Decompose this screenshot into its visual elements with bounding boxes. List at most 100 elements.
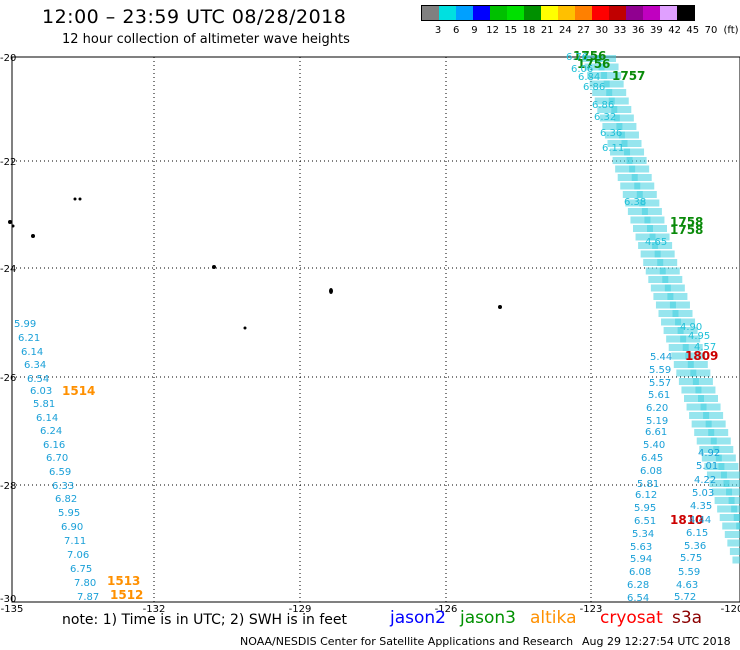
track-marker	[657, 259, 678, 266]
track-marker	[620, 182, 641, 190]
legend-label: 33	[613, 25, 627, 36]
longitude-label: -123	[580, 604, 603, 615]
track-marker	[606, 89, 627, 96]
longitude-label: -132	[143, 604, 166, 615]
track-marker	[635, 233, 656, 241]
track-marker	[604, 131, 625, 139]
wave-height-label: 6.21	[18, 333, 40, 344]
track-time-label: 1756	[573, 49, 606, 63]
track-time-label: 1809	[685, 349, 718, 363]
wave-height-label: 6.08	[640, 466, 662, 477]
wave-height-label: 5.99	[14, 319, 36, 330]
track-marker	[666, 335, 687, 343]
wave-height-label: 5.44	[650, 352, 672, 363]
track-marker	[627, 208, 648, 215]
wave-height-label: 6.86	[583, 82, 605, 93]
track-marker	[668, 344, 689, 351]
wave-height-label: 6.14	[21, 347, 43, 358]
wave-height-label: 7.06	[67, 550, 89, 561]
mission-label-jason3: jason3	[460, 608, 516, 628]
track-marker	[695, 386, 716, 394]
track-marker	[648, 276, 669, 283]
track-marker	[696, 437, 717, 445]
wave-height-label: 5.19	[646, 416, 668, 427]
track-marker	[598, 63, 619, 71]
wave-height-label: 4.90	[680, 322, 702, 333]
wave-height-label: 6.70	[46, 453, 68, 464]
track-marker	[706, 471, 727, 479]
track-marker	[645, 267, 666, 275]
track-marker	[715, 454, 736, 462]
map-frame	[11, 56, 740, 603]
track-marker	[639, 199, 660, 207]
wave-height-label: 6.08	[629, 567, 651, 578]
track-marker	[653, 293, 674, 300]
wave-height-label: 6.54	[627, 593, 649, 604]
track-marker	[613, 114, 634, 122]
track-marker	[631, 174, 652, 181]
wave-height-label: 6.28	[627, 580, 649, 591]
wave-height-label: 5.95	[58, 508, 80, 519]
track-marker	[705, 420, 726, 428]
wave-height-label: 4.44	[689, 515, 711, 526]
track-marker	[672, 310, 693, 317]
wave-height-label: 5.61	[648, 390, 670, 401]
legend-label: 9	[471, 25, 478, 36]
track-marker	[659, 267, 680, 275]
track-marker	[612, 157, 633, 164]
track-marker	[681, 386, 702, 394]
track-marker	[602, 123, 623, 130]
track-time-label: 1810	[670, 513, 703, 527]
legend-label: 3	[434, 25, 442, 36]
track-marker	[689, 412, 710, 419]
track-marker	[691, 420, 712, 428]
track-marker	[641, 208, 662, 215]
wave-height-label: 6.20	[646, 403, 668, 414]
legend-swatch	[456, 6, 473, 20]
wave-height-label: 6.06	[571, 64, 593, 75]
legend-swatch	[507, 6, 524, 20]
longitude-label: -120	[721, 604, 740, 615]
track-time-label: 1756	[577, 57, 610, 71]
track-marker	[616, 123, 637, 130]
track-marker	[644, 216, 665, 224]
mission-label-s3a: s3a	[672, 608, 703, 628]
wave-height-label: 5.01	[696, 461, 718, 472]
legend-label: 6	[453, 25, 460, 36]
track-marker	[714, 497, 735, 504]
track-marker	[622, 191, 643, 198]
track-marker	[719, 514, 740, 521]
legend-label: 18	[522, 25, 536, 36]
track-marker	[618, 131, 639, 139]
track-marker	[607, 140, 628, 147]
latitude-labels: -20 -22 -24 -26 -28 -30	[0, 53, 16, 605]
wave-height-label: 6.38	[624, 197, 646, 208]
track-marker	[698, 395, 718, 402]
wave-height-label: 6.54	[27, 374, 49, 385]
latitude-label: -26	[0, 373, 16, 384]
legend-swatch	[490, 6, 507, 20]
legend-swatch	[439, 6, 456, 20]
track-marker	[611, 106, 632, 113]
footer-note: note: 1) Time is in UTC; 2) SWH is in fe…	[62, 612, 348, 628]
track-time-label: 1758	[670, 215, 703, 229]
track-marker	[654, 250, 675, 258]
track-marker	[671, 352, 692, 360]
longitude-labels: -135 -132 -129 -126 -123 -120	[1, 604, 740, 615]
map-grid	[12, 57, 740, 602]
track-marker	[584, 63, 605, 71]
track-marker	[718, 463, 739, 470]
track-marker	[655, 301, 676, 309]
track-marker	[713, 446, 734, 453]
track-marker	[625, 199, 646, 207]
legend-swatch	[575, 6, 592, 20]
legend-swatch	[473, 6, 490, 20]
track-marker	[662, 276, 683, 283]
wave-height-label: 7.11	[64, 536, 86, 547]
track-marker	[638, 242, 659, 249]
wave-height-label: 5.34	[632, 529, 654, 540]
track-marker	[634, 182, 655, 190]
wave-height-label: 6.32	[594, 112, 616, 123]
legend-label: 21	[540, 25, 554, 36]
